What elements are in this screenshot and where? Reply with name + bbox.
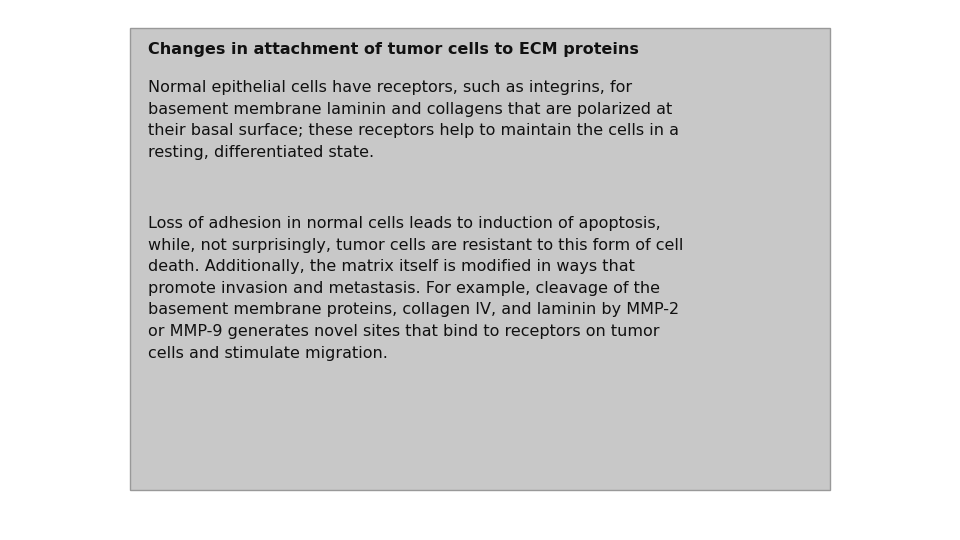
Text: Normal epithelial cells have receptors, such as integrins, for
basement membrane: Normal epithelial cells have receptors, … — [148, 80, 679, 160]
FancyBboxPatch shape — [130, 28, 830, 490]
Text: Loss of adhesion in normal cells leads to induction of apoptosis,
while, not sur: Loss of adhesion in normal cells leads t… — [148, 216, 684, 361]
Text: Changes in attachment of tumor cells to ECM proteins: Changes in attachment of tumor cells to … — [148, 42, 638, 57]
